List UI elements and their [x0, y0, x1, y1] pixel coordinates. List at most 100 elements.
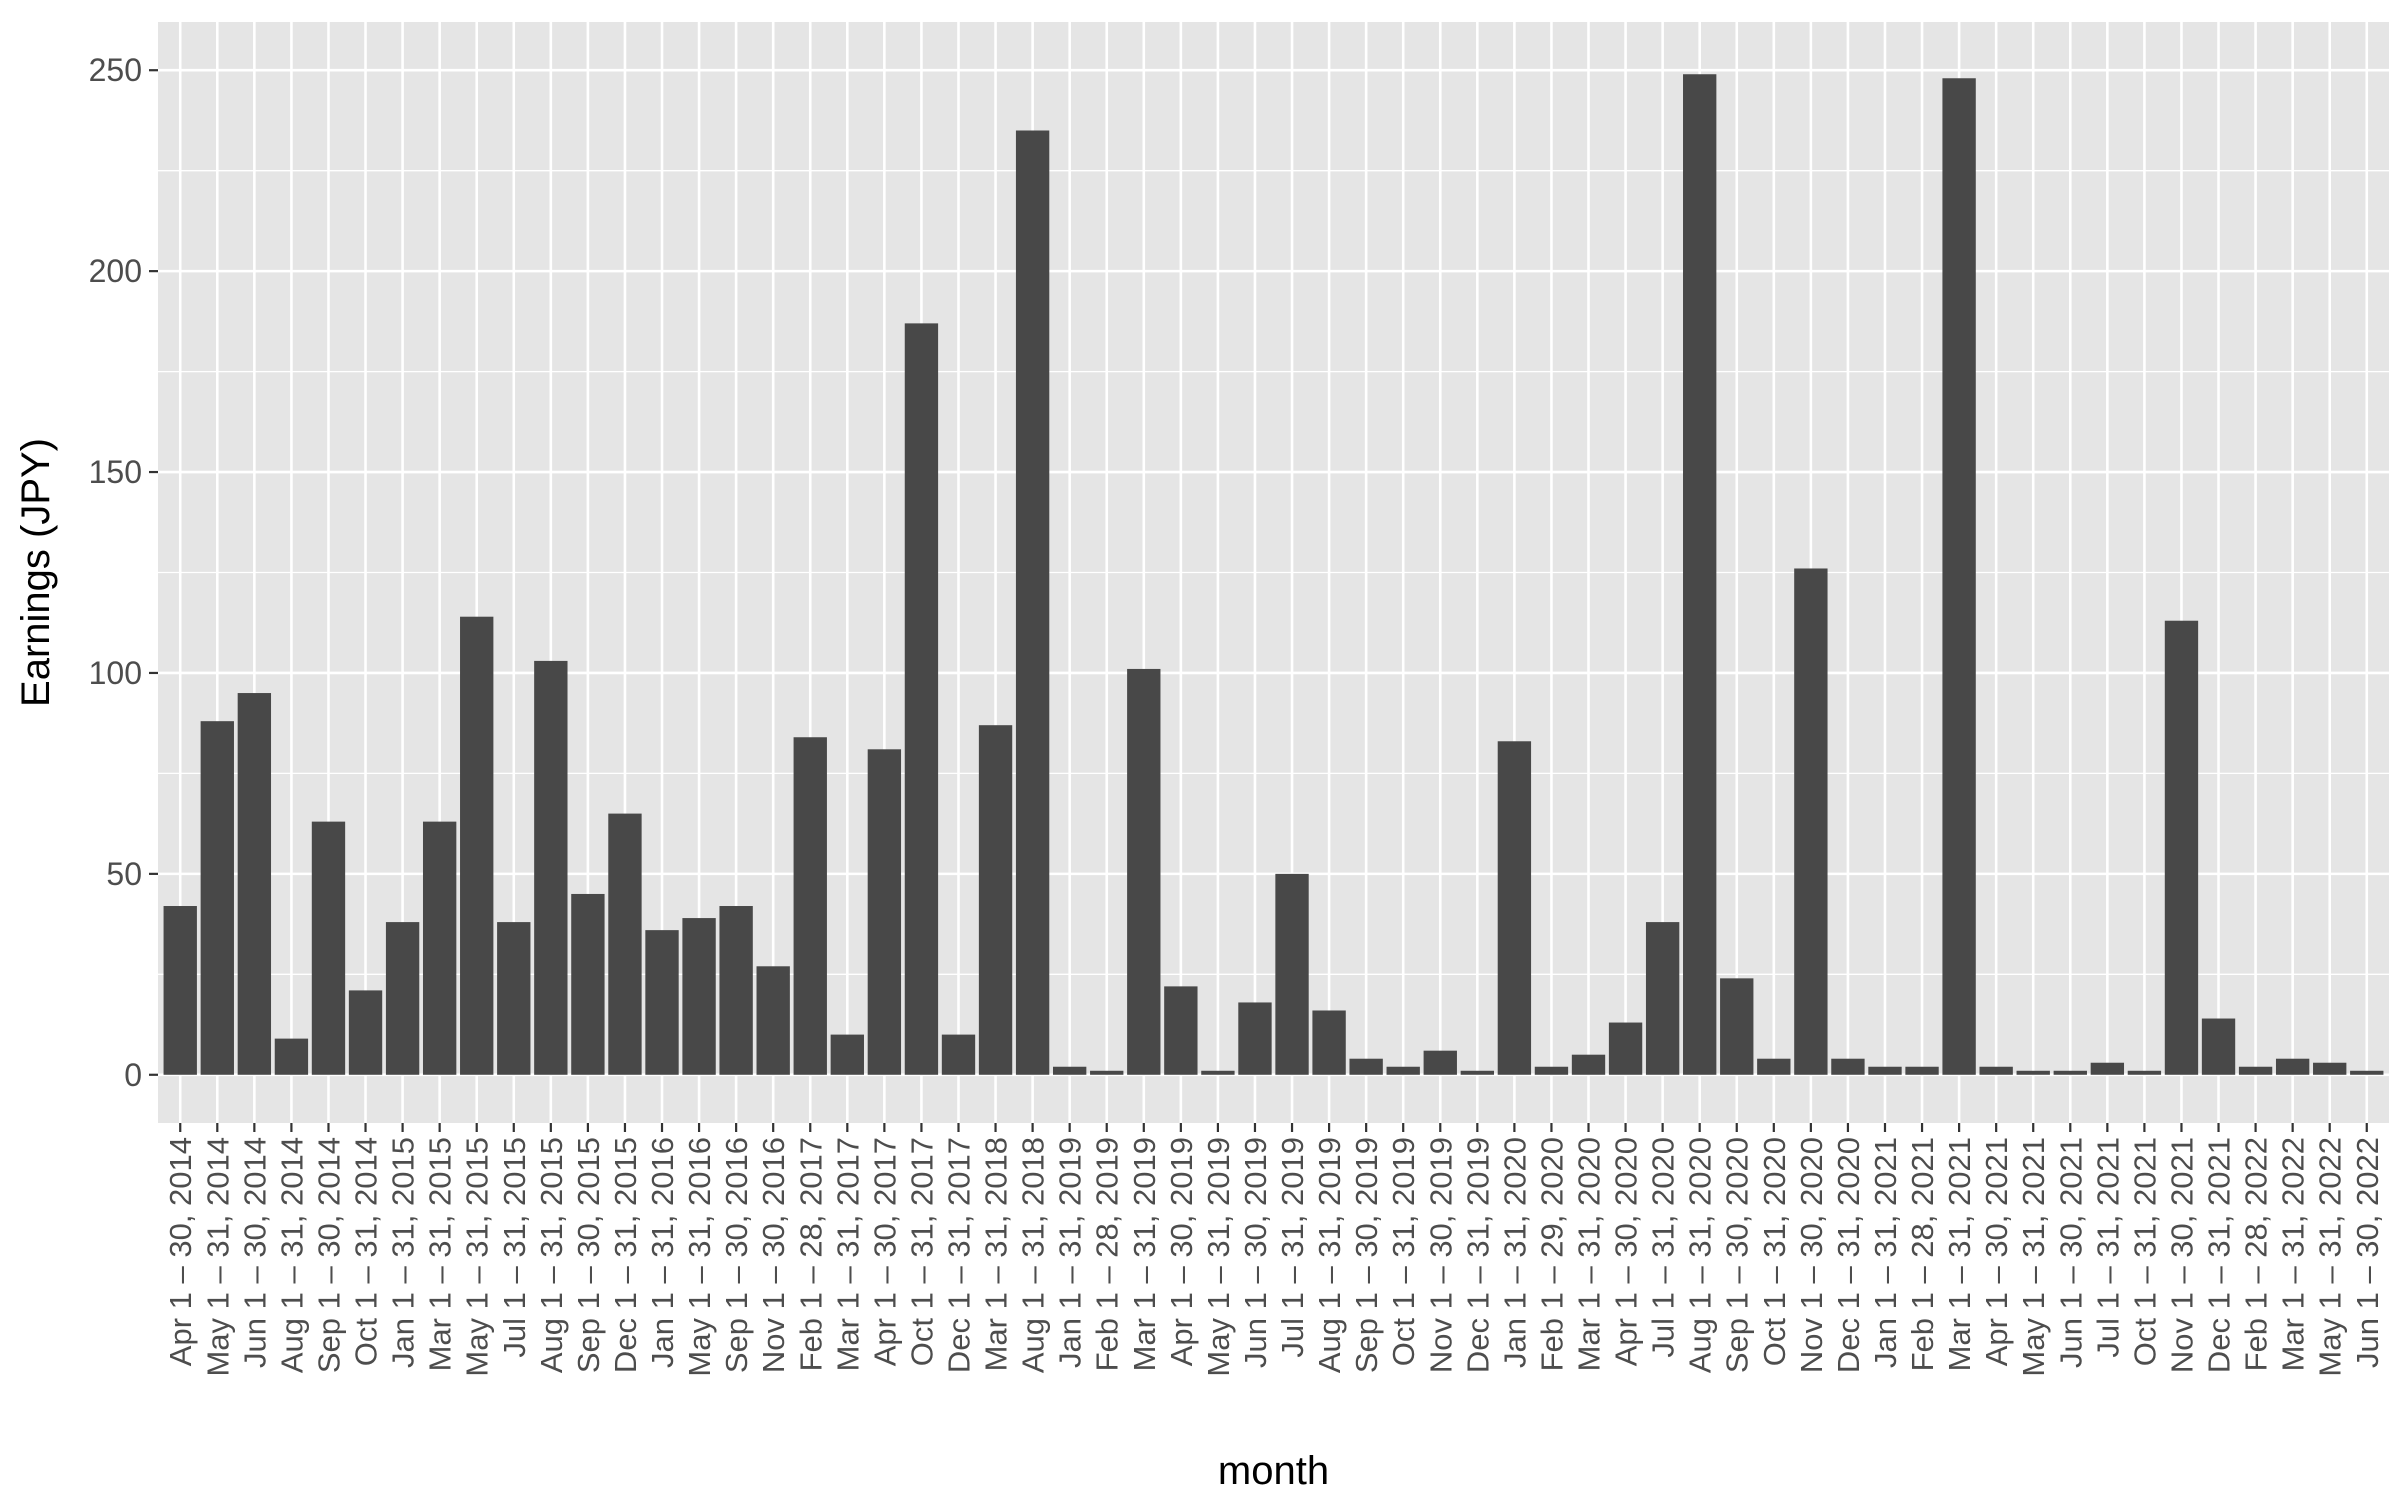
bar — [608, 813, 642, 1075]
bar — [1645, 922, 1680, 1075]
x-tick-label: May 1 – 31, 2021 — [2016, 1137, 2051, 1377]
y-tick-label: 200 — [89, 253, 142, 289]
x-tick-label: Jan 1 – 31, 2016 — [645, 1137, 680, 1368]
x-tick-label: Mar 1 – 31, 2018 — [979, 1137, 1014, 1371]
bar — [1757, 1058, 1791, 1075]
bar — [348, 990, 383, 1075]
bar — [571, 893, 605, 1075]
bar — [2350, 1070, 2384, 1075]
x-tick-label: Jan 1 – 31, 2015 — [386, 1137, 421, 1368]
bar — [1942, 78, 1976, 1075]
bar — [1127, 668, 1161, 1075]
x-tick-label: Jan 1 – 31, 2020 — [1497, 1137, 1532, 1368]
x-tick-label: Sep 1 – 30, 2016 — [719, 1137, 754, 1373]
bar — [2275, 1058, 2310, 1075]
x-tick-label: Apr 1 – 30, 2019 — [1164, 1137, 1199, 1366]
bar — [1201, 1070, 1235, 1075]
y-tick-label: 250 — [89, 52, 142, 88]
bar — [830, 1034, 864, 1075]
bar — [1312, 1010, 1346, 1075]
y-tick-label: 50 — [106, 856, 142, 892]
bar — [1386, 1066, 1420, 1075]
bar — [311, 821, 346, 1075]
bar — [1164, 986, 1198, 1075]
x-tick-label: Mar 1 – 31, 2022 — [2276, 1137, 2311, 1371]
bars — [163, 74, 2384, 1075]
bar — [756, 966, 790, 1075]
bar — [1238, 1002, 1272, 1075]
x-tick-label: Mar 1 – 31, 2019 — [1127, 1137, 1162, 1371]
x-tick-label: Sep 1 – 30, 2015 — [571, 1137, 606, 1373]
x-tick-label: Nov 1 – 30, 2016 — [756, 1137, 791, 1373]
x-tick-label: Feb 1 – 29, 2020 — [1534, 1137, 1569, 1371]
bar — [163, 906, 197, 1075]
bar — [719, 906, 753, 1075]
x-tick-label: Jun 1 – 30, 2019 — [1238, 1137, 1273, 1368]
bar — [1460, 1070, 1495, 1075]
y-tick-label: 0 — [124, 1057, 142, 1093]
bar — [1275, 873, 1309, 1075]
x-tick-label: Sep 1 – 30, 2020 — [1720, 1137, 1755, 1373]
y-tick-label: 150 — [89, 454, 142, 490]
x-tick-label: Jan 1 – 31, 2021 — [1868, 1137, 1903, 1368]
x-tick-label: Feb 1 – 28, 2019 — [1090, 1137, 1125, 1371]
x-tick-label: May 1 – 31, 2016 — [682, 1137, 717, 1377]
bar — [941, 1034, 976, 1075]
x-tick-label: May 1 – 31, 2022 — [2313, 1137, 2348, 1377]
bar — [1497, 741, 1532, 1075]
x-tick-label: May 1 – 31, 2014 — [200, 1137, 235, 1377]
bar — [867, 749, 902, 1075]
bar — [1979, 1066, 2013, 1075]
bar — [1905, 1066, 1939, 1075]
x-tick-label: Feb 1 – 28, 2021 — [1905, 1137, 1940, 1371]
x-tick-label: Aug 1 – 31, 2015 — [534, 1137, 569, 1373]
bar — [1571, 1054, 1606, 1075]
x-tick-label: Sep 1 – 30, 2019 — [1349, 1137, 1384, 1373]
x-tick-label: Sep 1 – 30, 2014 — [311, 1137, 346, 1373]
y-axis: 0 50 100 150 200 250 — [89, 52, 158, 1093]
x-axis-title: month — [1218, 1449, 1329, 1493]
x-tick-label: Aug 1 – 31, 2018 — [1016, 1137, 1051, 1373]
bar — [274, 1038, 309, 1075]
x-tick-label: Feb 1 – 28, 2022 — [2239, 1137, 2274, 1371]
bar — [2053, 1070, 2087, 1075]
x-tick-label: Mar 1 – 31, 2017 — [830, 1137, 865, 1371]
bar — [793, 737, 827, 1075]
bar — [1090, 1070, 1124, 1075]
bar — [1794, 568, 1828, 1075]
x-tick-label: Jul 1 – 31, 2021 — [2090, 1137, 2125, 1358]
bar — [2090, 1062, 2125, 1075]
bar — [645, 930, 679, 1075]
y-axis-title: Earnings (JPY) — [14, 438, 58, 707]
bar — [978, 725, 1013, 1075]
x-tick-label: Oct 1 – 31, 2020 — [1757, 1137, 1792, 1366]
x-tick-label: Nov 1 – 30, 2021 — [2164, 1137, 2199, 1373]
x-tick-label: Mar 1 – 31, 2015 — [423, 1137, 458, 1371]
x-tick-label: Feb 1 – 28, 2017 — [793, 1137, 828, 1371]
bar — [1720, 978, 1754, 1075]
bar — [682, 918, 716, 1075]
x-tick-label: Jun 1 – 30, 2014 — [237, 1137, 272, 1368]
bar — [2313, 1062, 2347, 1075]
bar — [237, 693, 272, 1075]
bar — [1423, 1050, 1457, 1075]
bar — [1052, 1066, 1087, 1075]
x-tick-label: Jul 1 – 31, 2015 — [497, 1137, 532, 1358]
bar — [2127, 1070, 2162, 1075]
x-tick-label: Jun 1 – 30, 2021 — [2053, 1137, 2088, 1368]
bar — [1683, 74, 1717, 1075]
x-tick-label: Jun 1 – 30, 2022 — [2350, 1137, 2385, 1368]
x-tick-label: Apr 1 – 30, 2017 — [867, 1137, 902, 1366]
bar — [1349, 1058, 1383, 1075]
bar — [534, 660, 568, 1075]
x-tick-label: Oct 1 – 31, 2019 — [1386, 1137, 1421, 1366]
x-tick-label: Dec 1 – 31, 2019 — [1460, 1137, 1495, 1373]
y-tick-label: 100 — [89, 655, 142, 691]
x-tick-label: Apr 1 – 30, 2020 — [1609, 1137, 1644, 1366]
x-tick-label: Dec 1 – 31, 2020 — [1831, 1137, 1866, 1373]
x-tick-label: Aug 1 – 31, 2020 — [1683, 1137, 1718, 1373]
bar — [422, 821, 457, 1075]
x-tick-label: Dec 1 – 31, 2015 — [608, 1137, 643, 1373]
bar — [2016, 1070, 2050, 1075]
